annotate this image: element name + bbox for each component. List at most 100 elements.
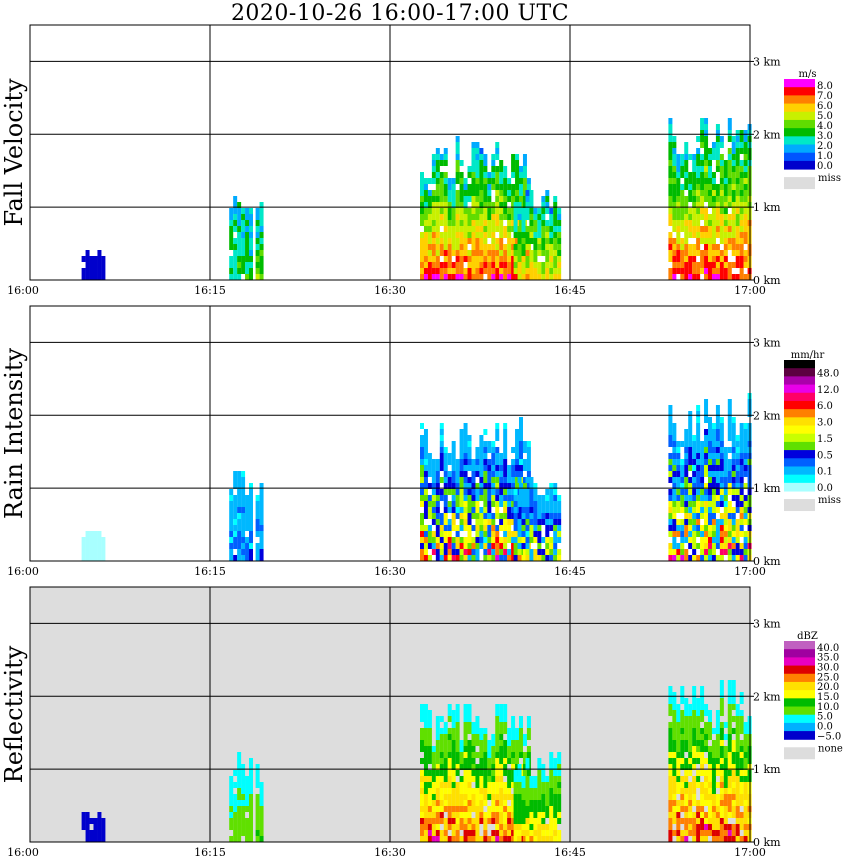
echo-cell: [525, 788, 530, 794]
echo-cell: [479, 166, 484, 172]
echo-cell: [499, 728, 504, 734]
echo-cell: [499, 758, 504, 764]
echo-cell: [447, 531, 452, 537]
echo-cell: [692, 274, 697, 280]
echo-cell: [479, 190, 484, 196]
echo-cell: [731, 429, 736, 435]
echo-cell: [447, 746, 452, 752]
echo-cell: [668, 812, 673, 818]
echo-cell: [739, 244, 744, 250]
echo-cell: [499, 453, 504, 459]
echo-cell: [499, 746, 504, 752]
echo-cell: [668, 274, 673, 280]
echo-cell: [517, 274, 522, 280]
echo-cell: [545, 776, 550, 782]
echo-cell: [680, 274, 685, 280]
echo-cell: [735, 196, 740, 202]
echo-cell: [715, 489, 720, 495]
echo-cell: [719, 752, 724, 758]
echo-cell: [423, 232, 428, 238]
echo-cell: [533, 262, 538, 268]
echo-cell: [237, 519, 242, 525]
echo-cell: [680, 740, 685, 746]
echo-cell: [443, 226, 448, 232]
echo-cell: [229, 836, 234, 842]
echo-cell: [529, 483, 534, 489]
echo-cell: [503, 268, 508, 274]
echo-cell: [735, 531, 740, 537]
echo-cell: [495, 250, 500, 256]
echo-cell: [696, 160, 701, 166]
echo-cell: [557, 519, 562, 525]
echo-cell: [700, 465, 705, 471]
echo-cell: [688, 447, 693, 453]
echo-cell: [553, 513, 558, 519]
echo-cell: [471, 543, 476, 549]
echo-cell: [680, 501, 685, 507]
echo-cell: [431, 256, 436, 262]
echo-cell: [688, 435, 693, 441]
echo-cell: [529, 489, 534, 495]
echo-cell: [455, 806, 460, 812]
echo-cell: [237, 824, 242, 830]
echo-cell: [680, 752, 685, 758]
echo-cell: [704, 226, 709, 232]
echo-cell: [459, 483, 464, 489]
legend-swatch: [784, 119, 815, 129]
echo-cell: [708, 555, 712, 561]
echo-cell: [708, 447, 712, 453]
echo-cell: [447, 453, 452, 459]
echo-cell: [511, 202, 516, 208]
echo-cell: [435, 770, 440, 776]
echo-cell: [491, 794, 496, 800]
echo-cell: [525, 202, 530, 208]
echo-cell: [503, 429, 508, 435]
echo-cell: [739, 459, 744, 465]
echo-cell: [723, 459, 728, 465]
echo-cell: [463, 788, 468, 794]
echo-cell: [479, 728, 484, 734]
echo-cell: [491, 471, 496, 477]
echo-cell: [447, 740, 452, 746]
echo-cell: [467, 507, 472, 513]
echo-cell: [503, 423, 508, 429]
echo-cell: [423, 704, 428, 710]
echo-cell: [553, 208, 558, 214]
echo-cell: [700, 513, 705, 519]
echo-cell: [495, 770, 500, 776]
echo-cell: [443, 208, 448, 214]
echo-cell: [259, 836, 264, 842]
echo-cell: [719, 262, 724, 268]
echo-cell: [715, 710, 720, 716]
echo-cell: [101, 268, 106, 274]
echo-cell: [459, 256, 464, 262]
echo-cell: [515, 764, 520, 770]
echo-cell: [507, 268, 512, 274]
echo-cell: [553, 770, 558, 776]
echo-cell: [511, 800, 516, 806]
echo-cell: [525, 830, 530, 836]
echo-cell: [420, 184, 424, 190]
echo-cell: [427, 531, 432, 537]
echo-cell: [495, 226, 500, 232]
echo-cell: [499, 501, 504, 507]
echo-cell: [435, 214, 440, 220]
echo-cell: [731, 142, 736, 148]
echo-cell: [503, 166, 508, 172]
echo-cell: [719, 471, 724, 477]
echo-cell: [511, 214, 516, 220]
echo-cell: [684, 836, 689, 842]
echo-cell: [533, 226, 538, 232]
echo-cell: [507, 244, 512, 250]
echo-cell: [522, 172, 527, 178]
echo-cell: [668, 519, 673, 525]
echo-cell: [688, 818, 693, 824]
echo-cell: [537, 543, 542, 549]
echo-cell: [735, 166, 740, 172]
echo-cell: [557, 208, 562, 214]
echo-cell: [700, 531, 705, 537]
echo-cell: [700, 166, 705, 172]
echo-cell: [503, 836, 508, 842]
echo-cell: [459, 238, 464, 244]
echo-cell: [459, 471, 464, 477]
